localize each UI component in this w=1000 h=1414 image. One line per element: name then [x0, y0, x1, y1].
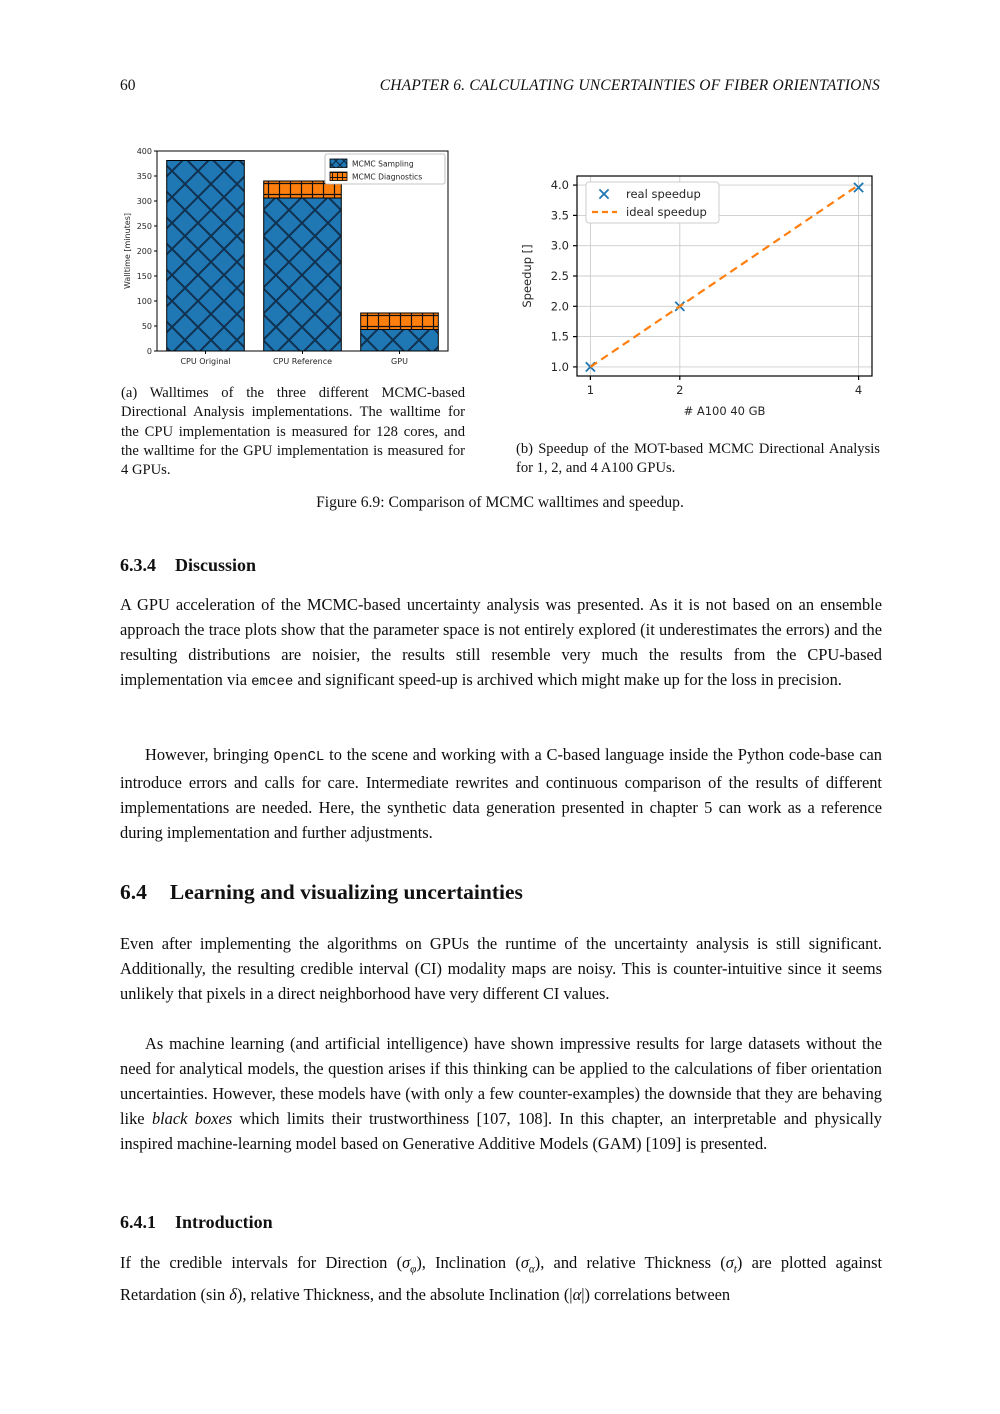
svg-text:50: 50 [142, 322, 152, 331]
svg-text:400: 400 [137, 147, 152, 156]
heading-6-4: 6.4 Learning and visualizing uncertaintie… [120, 880, 523, 905]
paragraph-learning-2: As machine learning (and artificial inte… [120, 1031, 882, 1156]
text-segment: black boxes [151, 1109, 233, 1128]
svg-text:100: 100 [137, 297, 152, 306]
speedup-line-chart: 1 2 4 1.0 1.5 2.0 2.5 3.0 3.5 4.0 # A100 40 GB Spee… [520, 175, 873, 418]
svg-text:Speedup []: Speedup [] [520, 244, 534, 307]
bar-segment [263, 180, 342, 199]
svg-text:0: 0 [147, 347, 152, 356]
heading-title: Discussion [175, 555, 257, 575]
text-segment: OpenCL [273, 749, 325, 765]
text-segment: σ [520, 1253, 529, 1272]
text-segment: ), and relative Thickness ( [534, 1253, 726, 1272]
text-segment: emcee [251, 674, 294, 690]
svg-text:150: 150 [137, 272, 152, 281]
chapter-header: CHAPTER 6. CALCULATING UNCERTAINTIES OF … [379, 77, 880, 94]
svg-text:3.0: 3.0 [551, 239, 569, 253]
svg-text:2.5: 2.5 [551, 269, 569, 283]
text-segment: If the credible intervals for Direction … [120, 1253, 403, 1272]
text-segment: δ [229, 1285, 237, 1305]
svg-text:1: 1 [587, 383, 594, 397]
page-header: 60 CHAPTER 6. CALCULATING UNCERTAINTIES … [120, 77, 880, 95]
heading-title: Introduction [175, 1212, 273, 1232]
bar-segment [360, 312, 439, 330]
bar-legend: MCMC Sampling MCMC Diagnostics [324, 153, 446, 185]
bar-segment [166, 160, 245, 352]
svg-text:350: 350 [137, 172, 152, 181]
svg-text:250: 250 [137, 222, 152, 231]
bars [166, 160, 439, 352]
subcaption-a: (a) Walltimes of the three different MCM… [121, 385, 465, 479]
text-segment: and significant speed-up is archived whi… [293, 670, 842, 689]
svg-text:real speedup: real speedup [626, 187, 701, 201]
text-segment: σ [725, 1253, 734, 1272]
svg-text:ideal speedup: ideal speedup [626, 205, 707, 219]
figure-caption: Figure 6.9: Comparison of MCMC walltimes… [316, 494, 684, 511]
heading-number: 6.4.1 [120, 1212, 156, 1232]
svg-text:1.5: 1.5 [551, 330, 569, 344]
heading-number: 6.4 [120, 880, 147, 904]
svg-text:CPU Original: CPU Original [180, 357, 230, 366]
paragraph-discussion-2: However, bringing OpenCL to the scene an… [120, 742, 882, 845]
svg-text:3.5: 3.5 [551, 208, 569, 222]
ideal-speedup-line [589, 184, 860, 368]
subcaption-b: (b) Speedup of the MOT-based MCMC Direct… [516, 441, 880, 477]
text-segment: ), relative Thickness, and the absolute … [236, 1285, 573, 1305]
paragraph-discussion-1: A GPU acceleration of the MCMC-based unc… [120, 592, 882, 695]
heading-6-3-4: 6.3.4 Discussion [120, 555, 256, 576]
text-segment: However, bringing [145, 745, 274, 764]
text-segment: As machine learning (and artificial inte… [120, 1034, 882, 1128]
svg-text:MCMC Diagnostics: MCMC Diagnostics [352, 173, 422, 182]
heading-6-4-1: 6.4.1 Introduction [120, 1212, 273, 1233]
paragraph-learning-1: Even after implementing the algorithms o… [120, 931, 882, 1006]
text-segment: φ [410, 1263, 417, 1276]
bar-segment [263, 197, 342, 352]
heading-number: 6.3.4 [120, 555, 156, 575]
svg-text:MCMC Sampling: MCMC Sampling [352, 160, 414, 169]
heading-title: Learning and visualizing uncertainties [169, 880, 523, 904]
svg-text:CPU Reference: CPU Reference [273, 357, 332, 366]
text-segment: α [572, 1285, 582, 1305]
text-segment: σ [402, 1253, 411, 1272]
svg-text:GPU: GPU [391, 357, 408, 366]
paragraph-introduction-1: If the credible intervals for Direction … [120, 1250, 882, 1307]
svg-text:4: 4 [855, 383, 862, 397]
walltime-bar-chart: CPU Original CPU Reference GPU 0 50 100 150 200… [123, 147, 449, 366]
grid-lines [577, 176, 872, 376]
svg-text:# A100 40 GB: # A100 40 GB [684, 404, 766, 418]
page-number: 60 [120, 77, 136, 94]
svg-text:200: 200 [137, 247, 152, 256]
speedup-legend: real speedup ideal speedup [585, 181, 720, 224]
bar-segment [360, 329, 439, 352]
text-segment: ), Inclination ( [416, 1253, 521, 1272]
real-speedup-marker [853, 182, 864, 193]
text-segment: Even after implementing the algorithms o… [120, 934, 882, 1003]
svg-text:2.0: 2.0 [551, 299, 569, 313]
text-segment: α [528, 1263, 535, 1276]
series [585, 182, 864, 373]
svg-text:Walltime [minutes]: Walltime [minutes] [123, 213, 132, 289]
svg-text:1.0: 1.0 [551, 360, 569, 374]
svg-text:2: 2 [676, 383, 683, 397]
svg-text:300: 300 [137, 197, 152, 206]
text-segment: to the scene and working with a C-based … [120, 745, 882, 842]
text-segment: which limits their trustworthiness [107,… [120, 1109, 882, 1153]
text-segment: |) correlations between [581, 1285, 731, 1305]
text-segment: ) are plotted against Retardation (sin [120, 1253, 883, 1305]
svg-text:4.0: 4.0 [551, 178, 569, 192]
text-segment: A GPU acceleration of the MCMC-based unc… [120, 595, 882, 689]
text-segment: t [733, 1263, 737, 1276]
